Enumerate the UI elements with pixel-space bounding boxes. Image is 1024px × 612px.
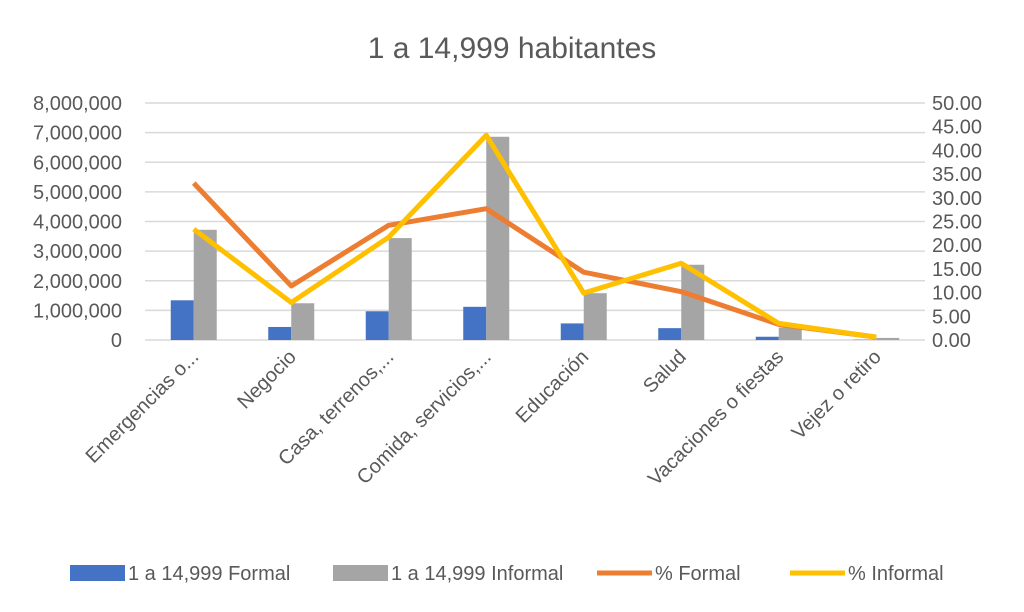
category-label: Salud bbox=[639, 346, 691, 398]
lines bbox=[191, 132, 877, 340]
legend-label: % Formal bbox=[655, 563, 741, 585]
left-axis-tick-label: 5,000,000 bbox=[33, 182, 122, 204]
category-label: Negocio bbox=[233, 346, 300, 413]
bars bbox=[170, 136, 900, 340]
gridlines bbox=[145, 102, 925, 341]
bar-1-a-14-999-informal bbox=[486, 136, 510, 340]
right-axis-ticks: 0.005.0010.0015.0020.0025.0030.0035.0040… bbox=[932, 93, 982, 352]
bar-1-a-14-999-formal bbox=[268, 326, 292, 340]
bar-1-a-14-999-informal bbox=[388, 238, 412, 340]
right-axis-tick-label: 50.00 bbox=[932, 93, 982, 115]
right-axis-tick-label: 5.00 bbox=[932, 306, 971, 328]
bar-1-a-14-999-informal bbox=[681, 264, 705, 340]
right-axis-tick-label: 20.00 bbox=[932, 235, 982, 257]
left-axis-ticks: 0 1,000,000 2,000,000 3,000,000 4,000,000 5,0… bbox=[33, 93, 122, 352]
right-axis-tick-label: 25.00 bbox=[932, 212, 982, 234]
bar-1-a-14-999-informal bbox=[876, 337, 900, 340]
right-axis-tick-label: 15.00 bbox=[932, 259, 982, 281]
left-axis-tick-label: 6,000,000 bbox=[33, 152, 122, 174]
left-axis-tick-label: 3,000,000 bbox=[33, 241, 122, 263]
chart-title: 1 a 14,999 habitantes bbox=[368, 32, 657, 65]
right-axis-tick-label: 10.00 bbox=[932, 283, 982, 305]
bar-1-a-14-999-informal bbox=[291, 303, 315, 340]
category-label: Educación bbox=[512, 346, 594, 428]
bar-1-a-14-999-informal bbox=[583, 293, 607, 340]
left-axis-tick-label: 2,000,000 bbox=[33, 271, 122, 293]
bar-1-a-14-999-formal bbox=[658, 328, 682, 340]
right-axis-tick-label: 35.00 bbox=[932, 164, 982, 186]
bar-1-a-14-999-formal bbox=[463, 306, 487, 340]
legend-label: % Informal bbox=[848, 563, 944, 585]
bar-1-a-14-999-informal bbox=[778, 327, 802, 340]
legend-swatch bbox=[70, 565, 125, 581]
bar-1-a-14-999-formal bbox=[560, 323, 584, 340]
legend-label: 1 a 14,999 Informal bbox=[391, 563, 563, 585]
left-axis-tick-label: 8,000,000 bbox=[33, 93, 122, 115]
bar-1-a-14-999-formal bbox=[170, 300, 194, 340]
bar-1-a-14-999-formal bbox=[365, 311, 389, 340]
bar-1-a-14-999-formal bbox=[755, 336, 779, 340]
right-axis-tick-label: 40.00 bbox=[932, 140, 982, 162]
right-axis-tick-label: 45.00 bbox=[932, 117, 982, 139]
right-axis-tick-label: 30.00 bbox=[932, 188, 982, 210]
category-label: Emergencias o... bbox=[82, 346, 204, 468]
left-axis-tick-label: 1,000,000 bbox=[33, 300, 122, 322]
legend-label: 1 a 14,999 Formal bbox=[128, 563, 290, 585]
bar-1-a-14-999-informal bbox=[193, 229, 217, 340]
line--informal bbox=[192, 132, 877, 340]
line--formal bbox=[191, 181, 877, 340]
legend-swatch bbox=[333, 565, 388, 581]
category-label: Vejez o retiro bbox=[788, 346, 886, 444]
left-axis-tick-label: 0 bbox=[111, 330, 122, 352]
right-axis-tick-label: 0.00 bbox=[932, 330, 971, 352]
legend: 1 a 14,999 Formal 1 a 14,999 Informal % Fo… bbox=[70, 563, 944, 585]
left-axis-tick-label: 7,000,000 bbox=[33, 123, 122, 145]
left-axis-tick-label: 4,000,000 bbox=[33, 212, 122, 234]
